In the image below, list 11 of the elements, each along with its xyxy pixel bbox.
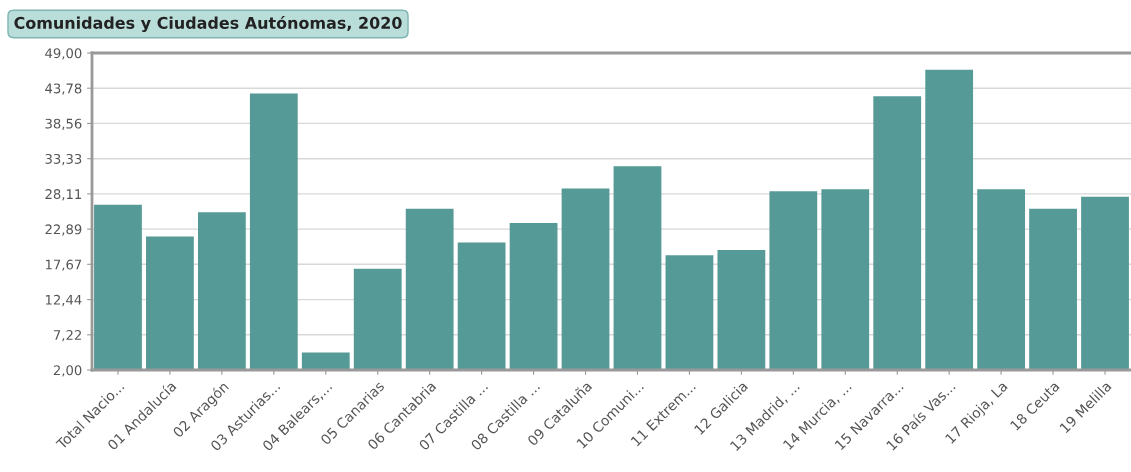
y-tick-label: 2,00 xyxy=(53,365,82,377)
y-tick-label: 22,89 xyxy=(45,224,82,236)
y-tick-label: 7,22 xyxy=(53,330,81,342)
y-tick-label: 28,11 xyxy=(45,189,82,201)
y-tick-label: 43,78 xyxy=(45,83,82,95)
y-tick-label: 17,67 xyxy=(45,259,82,271)
chart-title: Comunidades y Ciudades Autónomas, 2020 xyxy=(14,15,402,33)
y-tick-label: 33,33 xyxy=(45,153,82,166)
y-tick-label: 49,00 xyxy=(45,48,82,60)
y-tick-label: 38,56 xyxy=(45,118,82,130)
y-tick-label: 12,44 xyxy=(45,294,82,307)
